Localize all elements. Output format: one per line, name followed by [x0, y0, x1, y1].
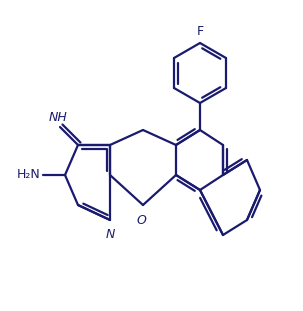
Text: H₂N: H₂N	[17, 169, 41, 182]
Text: O: O	[136, 214, 146, 227]
Text: F: F	[196, 25, 204, 38]
Text: NH: NH	[48, 111, 67, 124]
Text: N: N	[105, 228, 115, 241]
